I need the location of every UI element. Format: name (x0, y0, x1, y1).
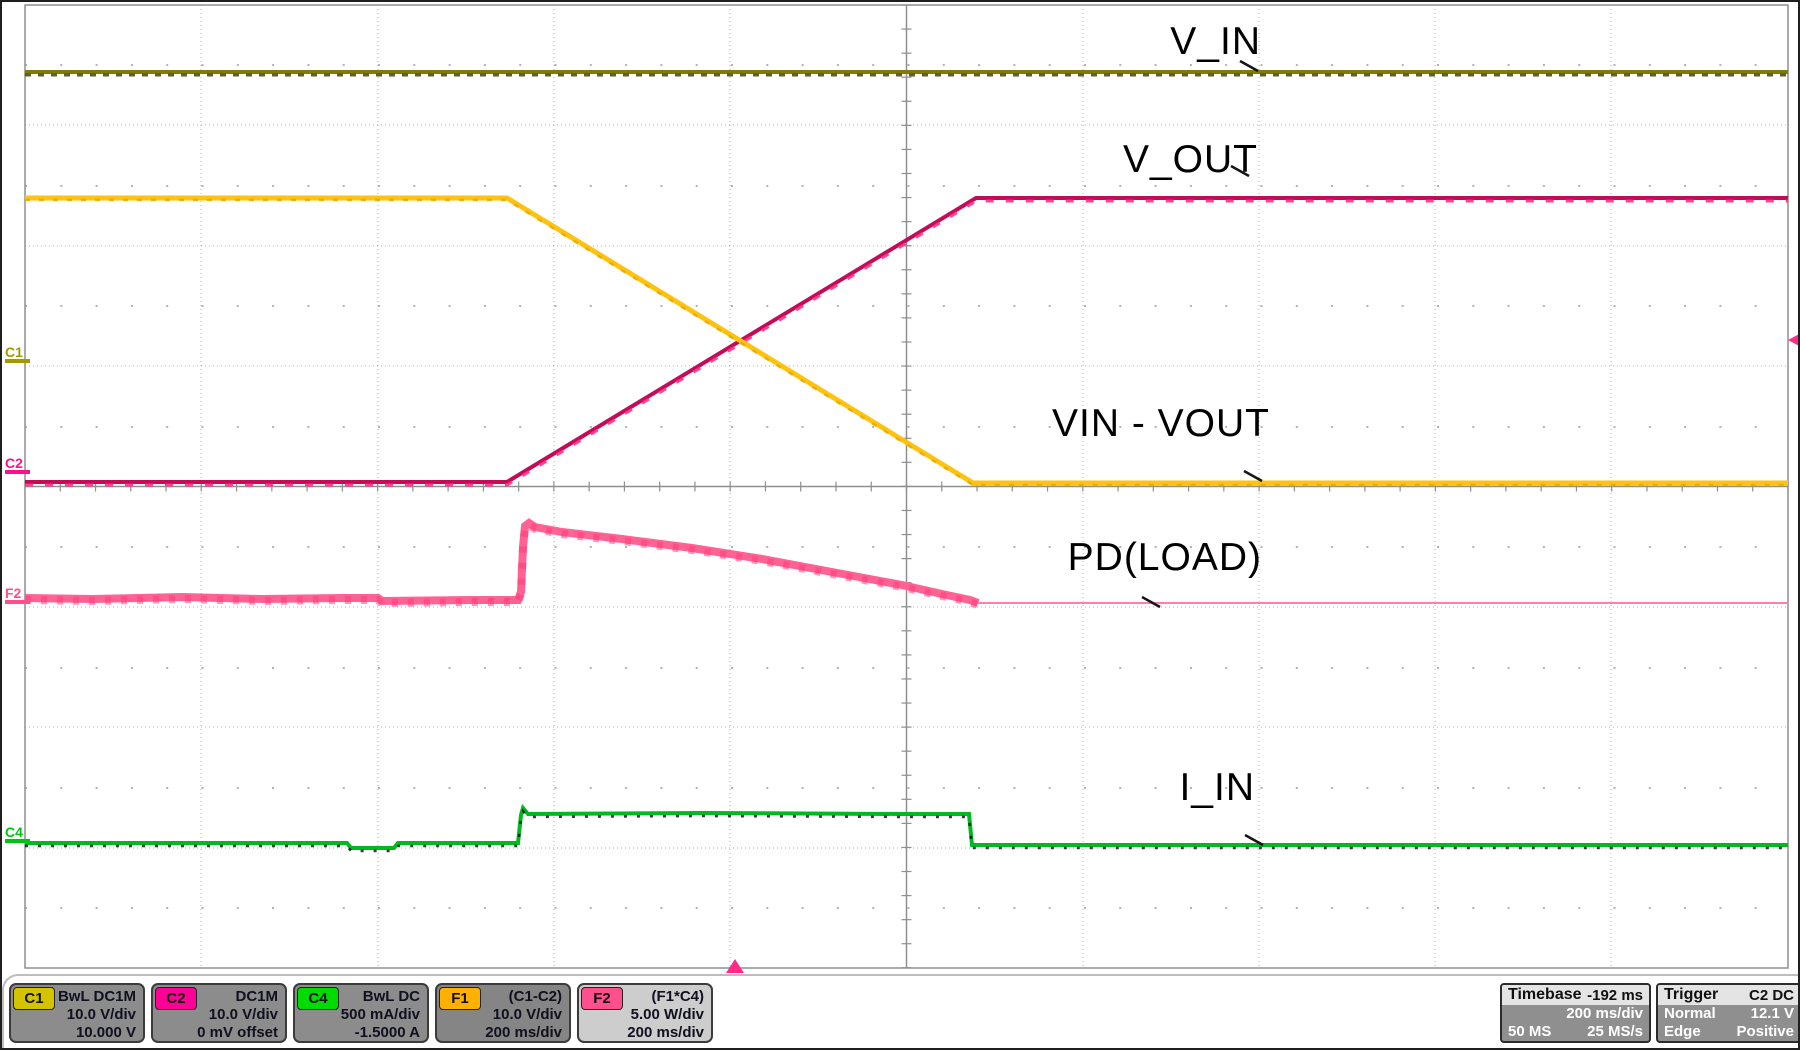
channel-box-c2[interactable]: C2 DC1M 10.0 V/div 0 mV offset (151, 983, 287, 1043)
math-box-f2[interactable]: F2 (F1*C4) 5.00 W/div 200 ms/div (577, 983, 713, 1043)
channel-scale: 500 mA/div (340, 1006, 420, 1023)
trace-v-out-noise (25, 199, 1788, 487)
timebase-box[interactable]: Timebase -192 ms 200 ms/div 50 MS 25 MS/… (1500, 983, 1651, 1043)
trace-vin-minus-vout-noise (25, 198, 1788, 487)
trigger-level-marker[interactable] (1788, 333, 1798, 347)
channel-marker-c1[interactable]: C1 (5, 345, 30, 363)
trace-pd-load-band-noise (24, 520, 980, 609)
timebase-title: Timebase (1508, 986, 1582, 1003)
channel-marker-f2[interactable]: F2 (5, 586, 30, 604)
label-vin-minus-vout: VIN - VOUT (1051, 402, 1270, 445)
channel-tab-c1[interactable]: C1 (13, 987, 55, 1010)
channel-descriptor-row: C1 BwL DC1M 10.0 V/div 10.000 V C2 DC1M … (9, 983, 713, 1043)
channel-tab-c2[interactable]: C2 (155, 987, 197, 1010)
trigger-level: 12.1 V (1750, 1005, 1794, 1022)
trace-pd-load-band (24, 518, 980, 607)
trace-tick-mark (1141, 595, 1161, 609)
label-v-in: V_IN (1170, 20, 1261, 63)
status-bar: C1 BwL DC1M 10.0 V/div 10.000 V C2 DC1M … (2, 974, 1798, 1048)
timebase-scale: 200 ms/div (1566, 1005, 1643, 1022)
math-timebase: 200 ms/div (485, 1024, 562, 1041)
trigger-source: C2 DC (1748, 986, 1794, 1004)
channel-box-c4[interactable]: C4 BwL DC 500 mA/div -1.5000 A (293, 983, 429, 1043)
math-definition: (C1-C2) (508, 988, 562, 1005)
label-i-in: I_IN (1179, 766, 1255, 809)
math-scale: 5.00 W/div (630, 1006, 704, 1023)
label-v-out: V_OUT (1122, 138, 1258, 181)
channel-coupling: BwL DC (362, 988, 420, 1005)
trace-i-in (25, 803, 1788, 850)
timebase-samples: 50 MS (1508, 1023, 1552, 1040)
channel-offset: -1.5000 A (354, 1024, 420, 1041)
channel-offset: 10.000 V (75, 1024, 136, 1041)
channel-marker-c4[interactable]: C4 (5, 825, 30, 843)
channel-marker-c2[interactable]: C2 (5, 456, 30, 474)
trigger-title: Trigger (1664, 986, 1719, 1003)
channel-scale: 10.0 V/div (66, 1006, 136, 1023)
trace-vin-minus-vout (25, 195, 1788, 486)
trigger-time-marker[interactable] (726, 959, 744, 973)
trigger-type: Edge (1664, 1023, 1701, 1040)
trace-tick-mark (1239, 59, 1259, 73)
math-timebase: 200 ms/div (627, 1024, 704, 1041)
waveform-svg (24, 4, 1798, 973)
math-scale: 10.0 V/div (492, 1006, 562, 1023)
timebase-samplerate: 25 MS/s (1587, 1023, 1643, 1040)
math-box-f1[interactable]: F1 (C1-C2) 10.0 V/div 200 ms/div (435, 983, 571, 1043)
trace-tick-mark (1230, 164, 1250, 178)
math-definition: (F1*C4) (651, 988, 704, 1005)
label-pd-load: PD(LOAD) (1067, 536, 1262, 579)
trace-tick-mark (1244, 833, 1264, 847)
trace-tick-mark (1243, 469, 1263, 483)
math-tab-f1[interactable]: F1 (439, 987, 481, 1010)
channel-tab-c4[interactable]: C4 (297, 987, 339, 1010)
channel-scale: 10.0 V/div (208, 1006, 278, 1023)
channel-coupling: DC1M (235, 988, 278, 1005)
channel-offset: 0 mV offset (197, 1024, 278, 1041)
trigger-box[interactable]: Trigger C2 DC Normal 12.1 V Edge Positiv… (1656, 983, 1798, 1043)
channel-coupling: BwL DC1M (57, 988, 136, 1005)
trigger-mode: Normal (1664, 1005, 1716, 1022)
channel-box-c1[interactable]: C1 BwL DC1M 10.0 V/div 10.000 V (9, 983, 145, 1043)
math-tab-f2[interactable]: F2 (581, 987, 623, 1010)
trigger-slope: Positive (1736, 1023, 1794, 1040)
timebase-delay: -192 ms (1587, 986, 1643, 1004)
waveform-grid: V_IN V_OUT VIN - VOUT PD(LOAD) I_IN C1 C2 F2 C4 (2, 2, 1798, 974)
